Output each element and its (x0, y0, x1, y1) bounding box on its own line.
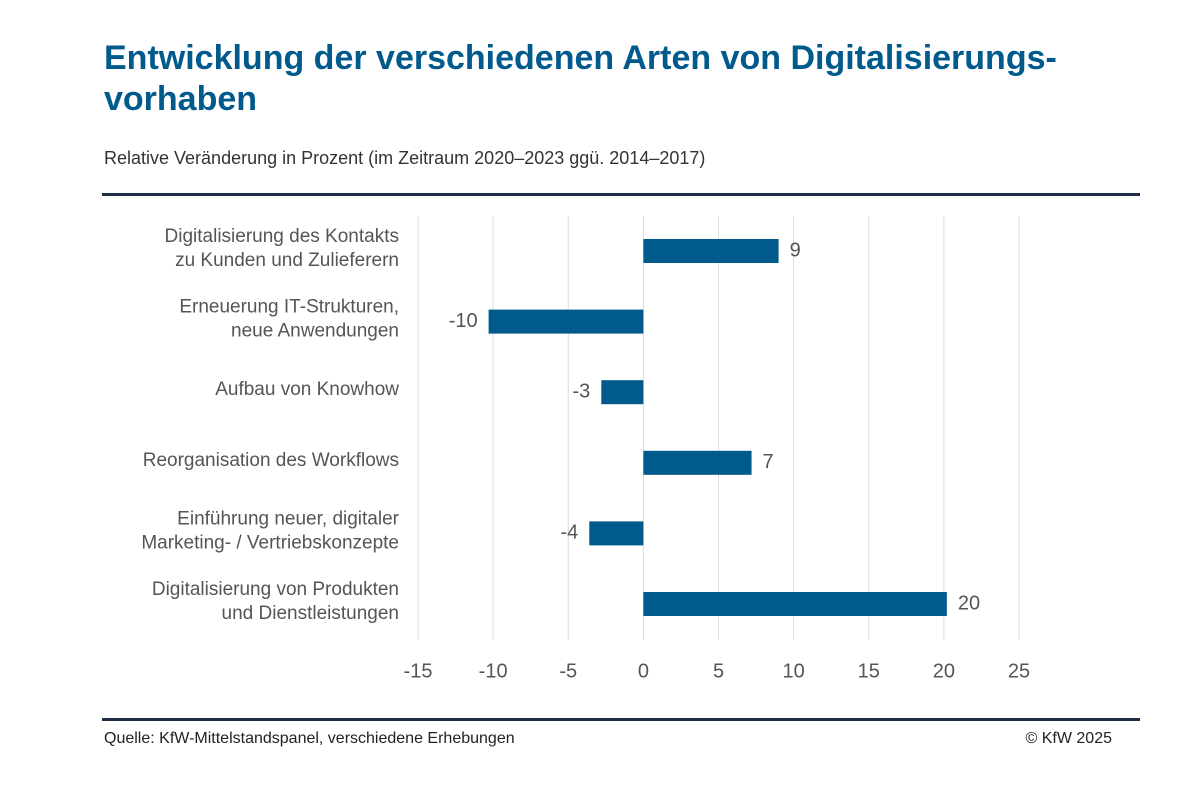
value-label: 9 (790, 239, 801, 261)
category-label: Reorganisation des Workflows (143, 450, 399, 471)
category-labels: Digitalisierung des Kontakts zu Kunden un… (141, 226, 399, 624)
bar (643, 450, 752, 475)
bar (601, 380, 644, 405)
bar (643, 239, 779, 263)
source-note: Quelle: KfW-Mittelstandspanel, verschied… (104, 730, 515, 747)
x-tick-label: -10 (479, 660, 508, 682)
top-divider (102, 193, 1140, 196)
value-label: 7 (763, 451, 774, 473)
x-tick-label: -15 (404, 660, 433, 682)
category-label: Digitalisierung von Produkten (152, 579, 399, 600)
x-tick-label: 5 (713, 660, 724, 682)
value-label: -10 (449, 310, 478, 332)
value-label: -3 (573, 380, 591, 402)
x-tick-label: 10 (783, 660, 805, 682)
x-tick-label: -5 (559, 660, 577, 682)
category-label: Aufbau von Knowhow (215, 379, 399, 400)
x-tick-label: 25 (1008, 660, 1030, 682)
bottom-divider (102, 718, 1140, 721)
bars (488, 239, 947, 616)
gridlines (417, 216, 1020, 640)
x-axis-tick-labels: -15 -10 -5 0 5 10 15 20 25 (404, 660, 1031, 682)
value-label: 20 (958, 592, 980, 614)
category-label: und Dienstleistungen (222, 603, 399, 624)
category-label: Digitalisierung des Kontakts (165, 226, 399, 247)
value-label: -4 (560, 522, 578, 544)
x-tick-label: 20 (933, 660, 955, 682)
category-label: Erneuerung IT-Strukturen, (179, 297, 399, 318)
category-label: neue Anwendungen (231, 321, 399, 342)
x-tick-label: 0 (638, 660, 649, 682)
bar (589, 521, 644, 546)
bar (643, 592, 947, 616)
category-label: Marketing- / Vertriebskonzepte (141, 532, 399, 553)
x-tick-label: 15 (858, 660, 880, 682)
category-label: Einführung neuer, digitaler (177, 508, 399, 529)
bar (488, 309, 644, 334)
category-label: zu Kunden und Zulieferern (175, 250, 399, 271)
value-labels: 9 -10 -3 7 -4 20 (449, 239, 980, 614)
chart-subtitle: Relative Veränderung in Prozent (im Zeit… (104, 148, 706, 168)
chart-title: Entwicklung der verschiedenen Arten von … (104, 39, 1057, 118)
copyright-note: © KfW 2025 (1025, 730, 1113, 747)
